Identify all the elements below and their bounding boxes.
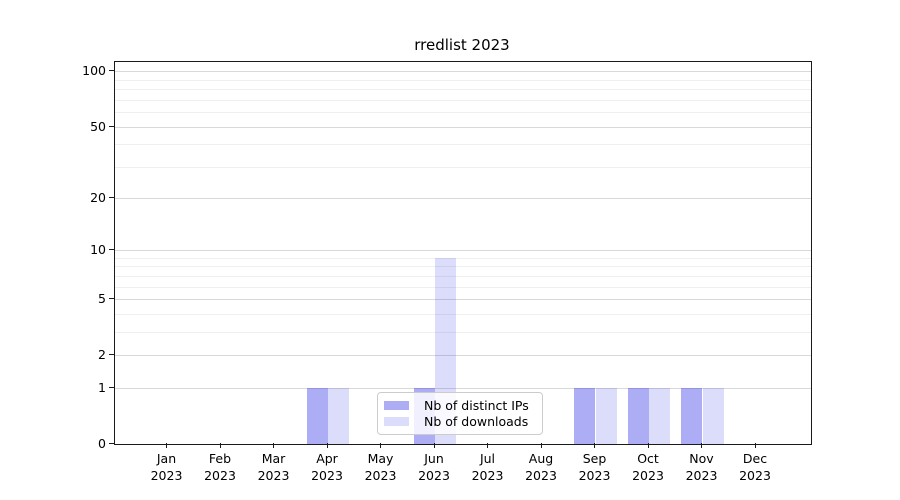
x-tick-mark: [594, 443, 595, 448]
y-gridline-major: [115, 126, 811, 128]
y-tick-mark: [109, 298, 114, 300]
bar-downloads: [702, 388, 724, 444]
y-gridline-major: [115, 299, 811, 301]
y-gridline-minor: [115, 331, 811, 333]
chart-title: rredlist 2023: [414, 36, 510, 54]
y-gridline-minor: [115, 275, 811, 277]
x-tick-label: Dec 2023: [739, 451, 771, 483]
x-tick-mark: [754, 443, 756, 448]
x-tick-label: Mar 2023: [257, 451, 290, 483]
x-tick-mark: [540, 443, 542, 448]
y-gridline-minor: [115, 112, 811, 114]
x-tick-label: Nov 2023: [685, 451, 718, 483]
y-tick-mark: [109, 70, 114, 72]
x-tick-label: Apr 2023: [311, 451, 343, 483]
legend-swatch-downloads-icon: [384, 417, 409, 427]
x-tick-label: Feb 2023: [204, 451, 236, 483]
y-gridline-minor: [115, 313, 811, 315]
x-tick-label: Jul 2023: [471, 451, 504, 483]
bar-distinct-ips: [574, 388, 596, 444]
y-tick-mark: [109, 197, 114, 199]
x-tick-mark: [647, 443, 649, 448]
y-tick-mark: [109, 249, 114, 251]
x-tick-mark: [166, 443, 167, 448]
y-gridline-major: [115, 250, 811, 252]
x-tick-label: Aug 2023: [525, 451, 557, 483]
x-tick-mark: [487, 443, 488, 448]
x-tick-mark: [273, 443, 274, 448]
y-gridline-minor: [115, 99, 811, 101]
y-tick-label: 100: [82, 63, 106, 79]
y-tick-label: 10: [90, 242, 106, 258]
y-tick-label: 20: [90, 190, 106, 206]
y-tick-label: 0: [98, 435, 106, 451]
y-tick-mark: [109, 442, 114, 444]
legend: Nb of distinct IPs Nb of downloads: [377, 392, 543, 435]
legend-item-downloads: Nb of downloads: [384, 414, 535, 430]
x-tick-mark: [326, 443, 328, 448]
y-tick-mark: [109, 125, 114, 127]
x-tick-label: Jan 2023: [150, 451, 183, 483]
legend-swatch-distinct-ips-icon: [384, 400, 409, 410]
y-tick-label: 5: [98, 291, 106, 307]
x-tick-label: Oct 2023: [632, 451, 664, 483]
x-tick-mark: [701, 443, 702, 448]
legend-label-distinct-ips: Nb of distinct IPs: [424, 397, 529, 413]
y-tick-mark: [109, 386, 114, 388]
y-gridline-minor: [115, 257, 811, 259]
bar-downloads: [595, 388, 617, 444]
legend-item-distinct-ips: Nb of distinct IPs: [384, 397, 535, 413]
y-gridline-minor: [115, 89, 811, 91]
y-gridline-minor: [115, 286, 811, 288]
y-tick-label: 1: [98, 379, 106, 395]
y-gridline-major: [115, 198, 811, 200]
bar-distinct-ips: [306, 388, 328, 444]
bar-downloads: [649, 388, 671, 444]
x-tick-mark: [219, 443, 221, 448]
y-gridline-major: [115, 71, 811, 73]
y-gridline-minor: [115, 144, 811, 146]
bar-downloads: [328, 388, 350, 444]
x-tick-label: May 2023: [364, 451, 397, 483]
y-tick-label: 50: [90, 118, 106, 134]
y-gridline-major: [115, 387, 811, 389]
x-tick-label: Sep 2023: [578, 451, 611, 483]
plot-area: [114, 61, 812, 445]
x-tick-mark: [380, 443, 381, 448]
x-tick-mark: [433, 443, 435, 448]
y-tick-mark: [109, 353, 114, 355]
bar-distinct-ips: [681, 388, 703, 444]
x-tick-label: Jun 2023: [418, 451, 450, 483]
y-gridline-minor: [115, 79, 811, 81]
y-gridline-major: [115, 354, 811, 356]
bar-distinct-ips: [627, 388, 649, 444]
y-tick-label: 2: [98, 346, 106, 362]
y-gridline-minor: [115, 266, 811, 268]
legend-label-downloads: Nb of downloads: [424, 414, 529, 430]
y-gridline-minor: [115, 166, 811, 168]
